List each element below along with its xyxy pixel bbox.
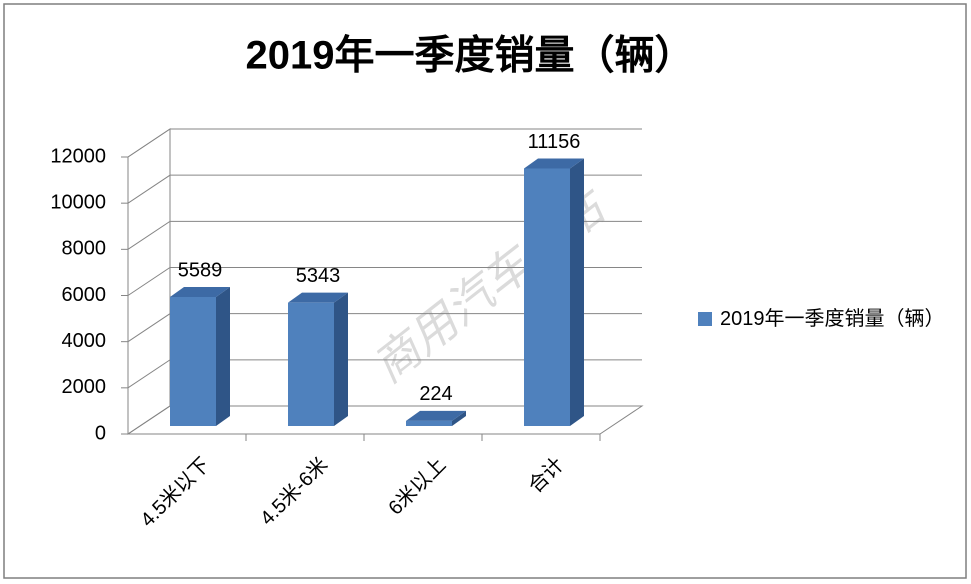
value-label: 5589 (178, 259, 223, 281)
bar (288, 302, 334, 426)
bar-top (524, 158, 584, 169)
bar-top (406, 410, 466, 421)
y-tick-label: 2000 (62, 376, 107, 398)
value-label: 5343 (296, 265, 341, 287)
grid-line (127, 174, 642, 204)
bar-side (334, 292, 348, 426)
y-tick-label: 8000 (62, 238, 107, 260)
grid-line (127, 267, 642, 296)
bar-top (170, 286, 230, 297)
y-tick-label: 6000 (62, 284, 107, 306)
y-tick-label: 12000 (50, 145, 106, 167)
value-label: 11156 (528, 131, 581, 153)
y-tick-label: 4000 (62, 330, 107, 352)
value-label: 224 (419, 383, 452, 405)
grid-line (127, 220, 642, 250)
bar-side (570, 158, 584, 426)
y-tick-label: 10000 (50, 191, 106, 213)
legend-swatch (698, 312, 712, 326)
grid-line (127, 128, 642, 158)
bar (170, 296, 216, 426)
bar-side (452, 410, 466, 426)
chart-border (3, 3, 967, 579)
y-tick-label: 0 (95, 422, 106, 444)
legend: 2019年一季度销量（辆） (698, 304, 945, 334)
bar (406, 420, 452, 426)
bar-top (288, 292, 348, 303)
bar-side (216, 286, 230, 426)
bar (524, 168, 570, 426)
legend-label: 2019年一季度销量（辆） (720, 308, 945, 330)
chart-title: 2019年一季度销量（辆） (246, 34, 695, 78)
